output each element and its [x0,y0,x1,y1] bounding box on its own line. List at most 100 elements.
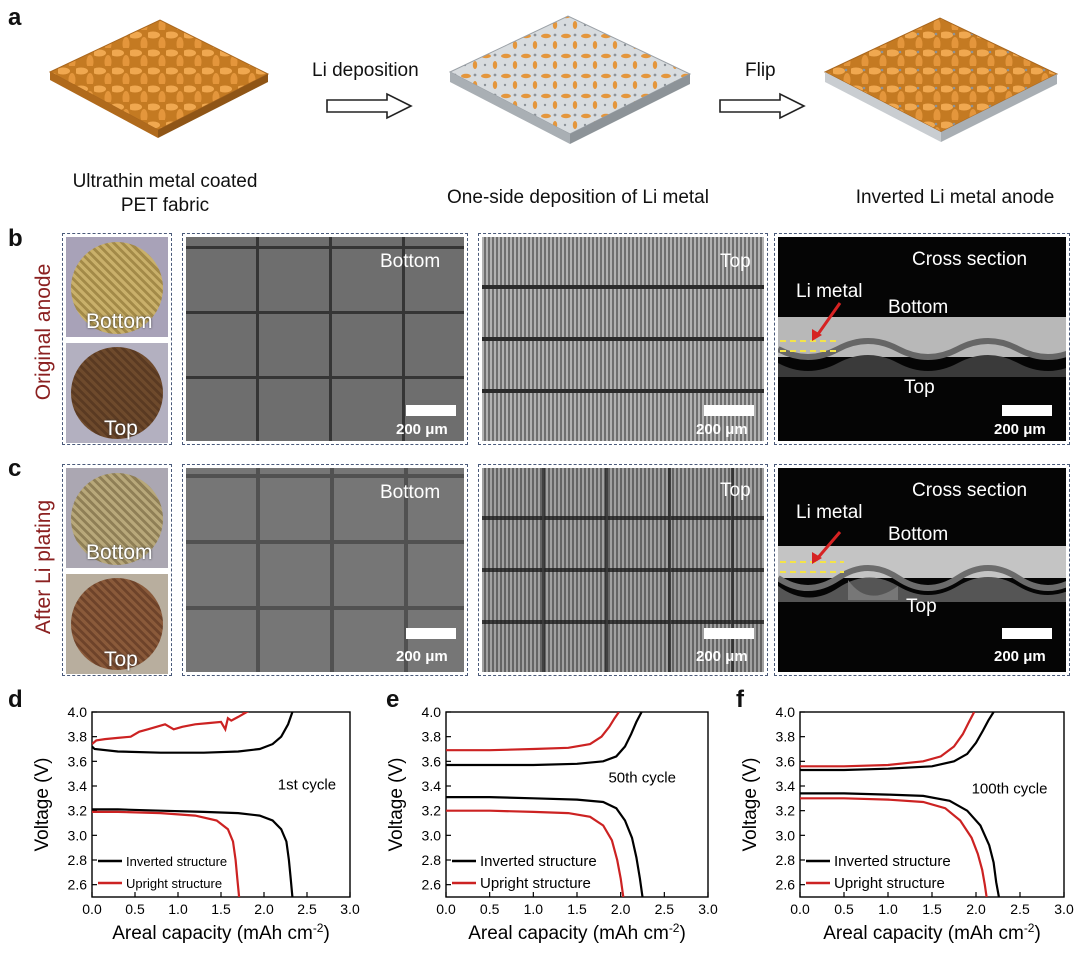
y-tick-label: 3.0 [422,827,442,843]
x-tick-label: 0.5 [125,901,145,917]
arrow2-label: Flip [745,60,776,81]
y-tick-label: 3.6 [776,753,796,769]
scale-bar [406,405,456,416]
scale-bar [1002,628,1052,639]
sem-image-bottom-plated: Bottom 200 μm [186,468,464,672]
panel-letter-b: b [8,225,23,252]
panel-letter-f: f [736,686,744,713]
y-axis-label: Voltage (V) [32,758,53,852]
legend-label: Inverted structure [126,854,227,869]
sem-label: Top [720,251,751,272]
y-tick-label: 2.8 [776,852,796,868]
sem-frame-c3 [774,464,1070,676]
series-line-inverted-discharge [800,792,1000,897]
scale-label: 200 μm [994,648,1046,665]
panel-letter-d: d [8,686,23,713]
series-line-upright-charge [92,712,250,745]
y-tick-label: 3.2 [776,803,796,819]
chart-e: 2.6 2.8 3.0 3.2 3.4 3.6 3.8 4.0 0.0 0.5 1.0 1.5 2.0 2… [386,704,718,944]
x-tick-label: 1.5 [211,901,231,917]
scale-label: 200 μm [396,648,448,665]
scale-bar [406,628,456,639]
fabric-illustration-li-deposited [448,15,692,144]
photo-top-plated: Top [66,574,168,674]
y-axis-label: Voltage (V) [386,758,407,852]
sem-image-cross-section-plated: Cross section Li metal Bottom Top 200 μm [778,468,1066,672]
legend-label: Inverted structure [834,853,951,870]
x-tick-label: 2.0 [611,901,631,917]
sem-frame-b2 [478,233,768,445]
x-tick-label: 0.0 [82,901,102,917]
x-axis-label: Areal capacity (mAh cm-2) [823,921,1041,944]
series-line-inverted-charge [800,712,995,772]
sem-label: Cross section [912,480,1028,501]
li-metal-label: Li metal [796,502,863,523]
y-tick-label: 2.6 [776,877,796,893]
series-line-upright-charge [446,712,620,752]
y-tick-label: 4.0 [68,704,88,720]
series-line-inverted-charge [92,712,294,754]
scale-bar [704,405,754,416]
sem-label: Cross section [912,249,1028,270]
arrow1-label: Li deposition [312,60,419,81]
legend-label: Inverted structure [480,853,597,870]
series-line-inverted-discharge [92,808,294,897]
y-tick-label: 2.8 [68,852,88,868]
photo-bottom-plated: Bottom [66,468,168,568]
x-tick-label: 3.0 [698,901,718,917]
legend-label: Upright structure [126,876,222,891]
bottom-label: Bottom [888,524,949,545]
series-line-upright-discharge [446,809,625,897]
scale-bar [1002,405,1052,416]
step2-caption: One-side deposition of Li metal [447,187,709,208]
fabric-illustration-plain [48,19,270,138]
y-tick-label: 3.8 [68,729,88,745]
chart-d: 2.6 2.8 3.0 3.2 3.4 3.6 3.8 4.0 0.0 0.5 1.0 1.5 2.0 2… [32,704,360,944]
panel-letter-c: c [8,455,22,482]
sem-image-top-original: Top 200 μm [482,237,764,441]
y-tick-label: 3.4 [776,778,796,794]
x-tick-label: 1.0 [878,901,898,917]
series-line-upright-discharge [800,797,988,897]
sem-image-cross-section-original: Cross section Li metal Bottom Top 200 μm [778,237,1066,441]
photo-frame-c [62,464,172,676]
sem-frame-b1 [182,233,468,445]
sem-frame-c2 [478,464,768,676]
y-axis-label: Voltage (V) [740,758,761,852]
chart-f: 2.6 2.8 3.0 3.2 3.4 3.6 3.8 4.0 0.0 0.5 1.0 1.5 2.0 2… [740,704,1074,944]
y-tick-label: 3.4 [68,778,88,794]
y-tick-label: 3.0 [776,827,796,843]
x-tick-label: 3.0 [340,901,360,917]
sem-label: Top [720,480,751,501]
y-tick-label: 3.2 [68,803,88,819]
y-tick-label: 3.2 [422,803,442,819]
sem-label: Bottom [380,251,441,272]
cycle-annotation: 100th cycle [972,780,1048,797]
photo-top-label: Top [104,417,138,440]
top-label: Top [904,377,935,398]
legend-label: Upright structure [480,875,591,892]
top-label: Top [906,596,937,617]
x-tick-label: 1.5 [567,901,587,917]
photo-bottom-original: Bottom [66,237,168,337]
x-tick-label: 1.5 [922,901,942,917]
y-tick-label: 2.8 [422,852,442,868]
series-line-upright-charge [800,712,976,768]
scale-label: 200 μm [994,421,1046,438]
fabric-illustration-inverted [823,17,1059,142]
x-tick-label: 1.0 [168,901,188,917]
sem-image-bottom-original: Bottom 200 μm [186,237,464,441]
legend-label: Upright structure [834,875,945,892]
x-tick-label: 3.0 [1054,901,1074,917]
step1-caption: Ultrathin metal coated PET fabric [40,170,290,218]
panel-letter-a: a [8,4,22,31]
y-tick-label: 3.8 [776,729,796,745]
y-tick-label: 3.4 [422,778,442,794]
sem-frame-b3 [774,233,1070,445]
x-tick-label: 0.0 [790,901,810,917]
step3-caption: Inverted Li metal anode [855,187,1055,208]
photo-bottom-label: Bottom [86,541,153,564]
x-tick-label: 2.5 [1010,901,1030,917]
series-line-upright-discharge [92,810,241,897]
panel-letter-e: e [386,686,400,713]
